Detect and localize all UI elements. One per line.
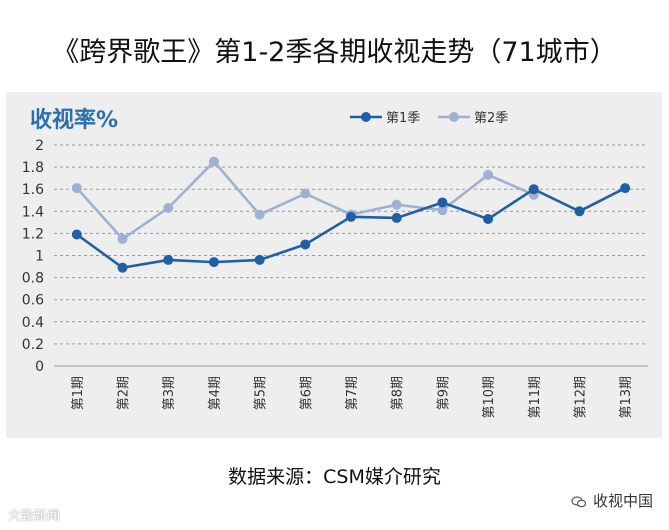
y-tick-label: 0.8	[22, 271, 44, 287]
y-axis-label: 收视率%	[30, 108, 119, 133]
y-tick-label: 0.2	[22, 337, 44, 353]
data-point-s1	[71, 229, 82, 240]
y-tick-label: 1	[35, 249, 44, 265]
x-tick-label: 第11期	[528, 376, 543, 419]
y-tick-label: 1.8	[22, 160, 44, 176]
legend-marker-2	[449, 112, 459, 122]
y-tick-label: 0.6	[22, 293, 44, 309]
data-point-s1	[391, 212, 402, 223]
data-point-s1	[117, 262, 128, 273]
y-tick-label: 0	[35, 359, 44, 375]
wechat-icon	[571, 495, 587, 507]
data-point-s1	[483, 214, 494, 225]
x-tick-label: 第3期	[162, 376, 177, 410]
series-line-2	[75, 159, 535, 241]
data-point-s1	[346, 211, 356, 222]
x-tick-label: 第2期	[117, 376, 132, 410]
x-tick-label: 第8期	[391, 376, 406, 410]
data-point-s2	[254, 209, 265, 220]
x-tick-label: 第1期	[71, 376, 86, 410]
data-point-s2	[208, 156, 219, 167]
x-tick-label: 第6期	[299, 376, 314, 410]
data-source: 数据来源：CSM媒介研究	[228, 466, 441, 488]
data-point-s1	[528, 184, 539, 195]
x-tick-label: 第13期	[619, 376, 634, 419]
watermark-right: 收视中国	[571, 490, 653, 511]
data-point-s2	[117, 233, 128, 244]
line-chart: 0 0.2 0.4 0.6 0.8 1 1.2 1.4 1.6 1.8 2 第1期 第2期 第3期 第4期 第…	[22, 111, 648, 419]
data-point-s1	[574, 206, 585, 217]
data-point-s2	[71, 183, 82, 194]
data-point-s2	[300, 188, 311, 199]
chart-panel	[6, 92, 662, 438]
x-tick-label: 第12期	[573, 376, 588, 419]
data-point-s1	[208, 257, 219, 268]
x-tick-label: 第10期	[482, 376, 497, 419]
legend-marker-1	[361, 112, 371, 122]
data-point-s1	[300, 239, 311, 250]
data-point-s2	[483, 169, 494, 180]
x-tick-label: 第5期	[254, 376, 269, 410]
data-point-s1	[163, 254, 174, 265]
chart-title: 《跨界歌王》第1-2季各期收视走势（71城市）	[52, 37, 617, 68]
y-tick-label: 1.6	[22, 182, 44, 198]
watermark-left: 大致新闻	[8, 509, 61, 524]
watermark-right-text: 收视中国	[592, 492, 653, 510]
data-point-s1	[437, 197, 448, 208]
y-tick-label: 2	[35, 138, 44, 154]
y-tick-label: 1.2	[22, 226, 44, 242]
x-tick-label: 第9期	[436, 376, 451, 410]
x-tick-label: 第4期	[208, 376, 223, 410]
data-point-s1	[254, 254, 265, 265]
y-tick-label: 0.4	[22, 315, 44, 331]
data-point-s2	[163, 202, 174, 213]
legend-label-1: 第1季	[386, 111, 420, 126]
data-point-s2	[391, 199, 402, 210]
x-tick-label: 第7期	[345, 376, 360, 410]
data-point-s2	[437, 205, 448, 216]
data-point-s1	[620, 183, 631, 194]
y-tick-label: 1.4	[22, 204, 44, 220]
legend-label-2: 第2季	[474, 111, 508, 126]
